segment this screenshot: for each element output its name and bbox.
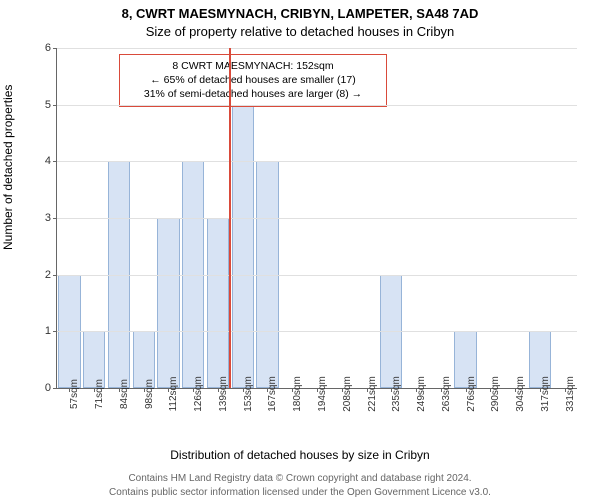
- ytick-mark: [53, 105, 57, 106]
- xtick-label: 235sqm: [391, 376, 402, 412]
- footer-line2: Contains public sector information licen…: [0, 487, 600, 498]
- marker-line: [229, 48, 231, 388]
- xtick-label: 221sqm: [367, 376, 378, 412]
- ytick-label: 3: [45, 212, 51, 224]
- ytick-label: 1: [45, 325, 51, 337]
- annotation-line3: 31% of semi-detached houses are larger (…: [128, 87, 378, 101]
- annotation-box: 8 CWRT MAESMYNACH: 152sqm ← 65% of detac…: [119, 54, 387, 107]
- ytick-label: 4: [45, 155, 51, 167]
- ytick-mark: [53, 331, 57, 332]
- xtick-label: 71sqm: [94, 379, 105, 409]
- x-axis-label: Distribution of detached houses by size …: [0, 448, 600, 462]
- bar: [232, 105, 254, 388]
- xtick-label: 194sqm: [317, 376, 328, 412]
- bar: [207, 218, 229, 388]
- gridline: [57, 275, 577, 276]
- xtick-label: 317sqm: [540, 376, 551, 412]
- xtick-label: 126sqm: [193, 376, 204, 412]
- xtick-label: 112sqm: [168, 377, 179, 412]
- annotation-line1: 8 CWRT MAESMYNACH: 152sqm: [128, 59, 378, 73]
- chart-title-line1: 8, CWRT MAESMYNACH, CRIBYN, LAMPETER, SA…: [0, 6, 600, 21]
- xtick-label: 331sqm: [565, 376, 576, 412]
- bar: [157, 218, 179, 388]
- xtick-label: 180sqm: [292, 376, 303, 412]
- xtick-label: 304sqm: [515, 376, 526, 412]
- ytick-label: 2: [45, 269, 51, 281]
- gridline: [57, 331, 577, 332]
- xtick-label: 290sqm: [490, 376, 501, 412]
- xtick-label: 139sqm: [218, 376, 229, 412]
- chart-title-line2: Size of property relative to detached ho…: [0, 24, 600, 39]
- footer-line1: Contains HM Land Registry data © Crown c…: [0, 473, 600, 484]
- xtick-label: 249sqm: [416, 376, 427, 412]
- ytick-label: 0: [45, 382, 51, 394]
- xtick-label: 208sqm: [342, 376, 353, 412]
- chart-container: 8, CWRT MAESMYNACH, CRIBYN, LAMPETER, SA…: [0, 0, 600, 500]
- y-axis-label: Number of detached properties: [1, 85, 15, 250]
- gridline: [57, 218, 577, 219]
- xtick-label: 276sqm: [466, 376, 477, 412]
- annotation-line2: ← 65% of detached houses are smaller (17…: [128, 73, 378, 87]
- ytick-label: 5: [45, 99, 51, 111]
- ytick-mark: [53, 275, 57, 276]
- xtick-label: 98sqm: [144, 379, 155, 409]
- plot-area: 8 CWRT MAESMYNACH: 152sqm ← 65% of detac…: [56, 48, 577, 389]
- ytick-mark: [53, 161, 57, 162]
- ytick-mark: [53, 218, 57, 219]
- xtick-label: 84sqm: [119, 379, 130, 409]
- ytick-mark: [53, 48, 57, 49]
- xtick-label: 167sqm: [267, 376, 278, 412]
- ytick-mark: [53, 388, 57, 389]
- xtick-label: 57sqm: [69, 379, 80, 409]
- gridline: [57, 161, 577, 162]
- xtick-label: 263sqm: [441, 376, 452, 412]
- gridline: [57, 48, 577, 49]
- ytick-label: 6: [45, 42, 51, 54]
- gridline: [57, 105, 577, 106]
- xtick-label: 153sqm: [243, 376, 254, 412]
